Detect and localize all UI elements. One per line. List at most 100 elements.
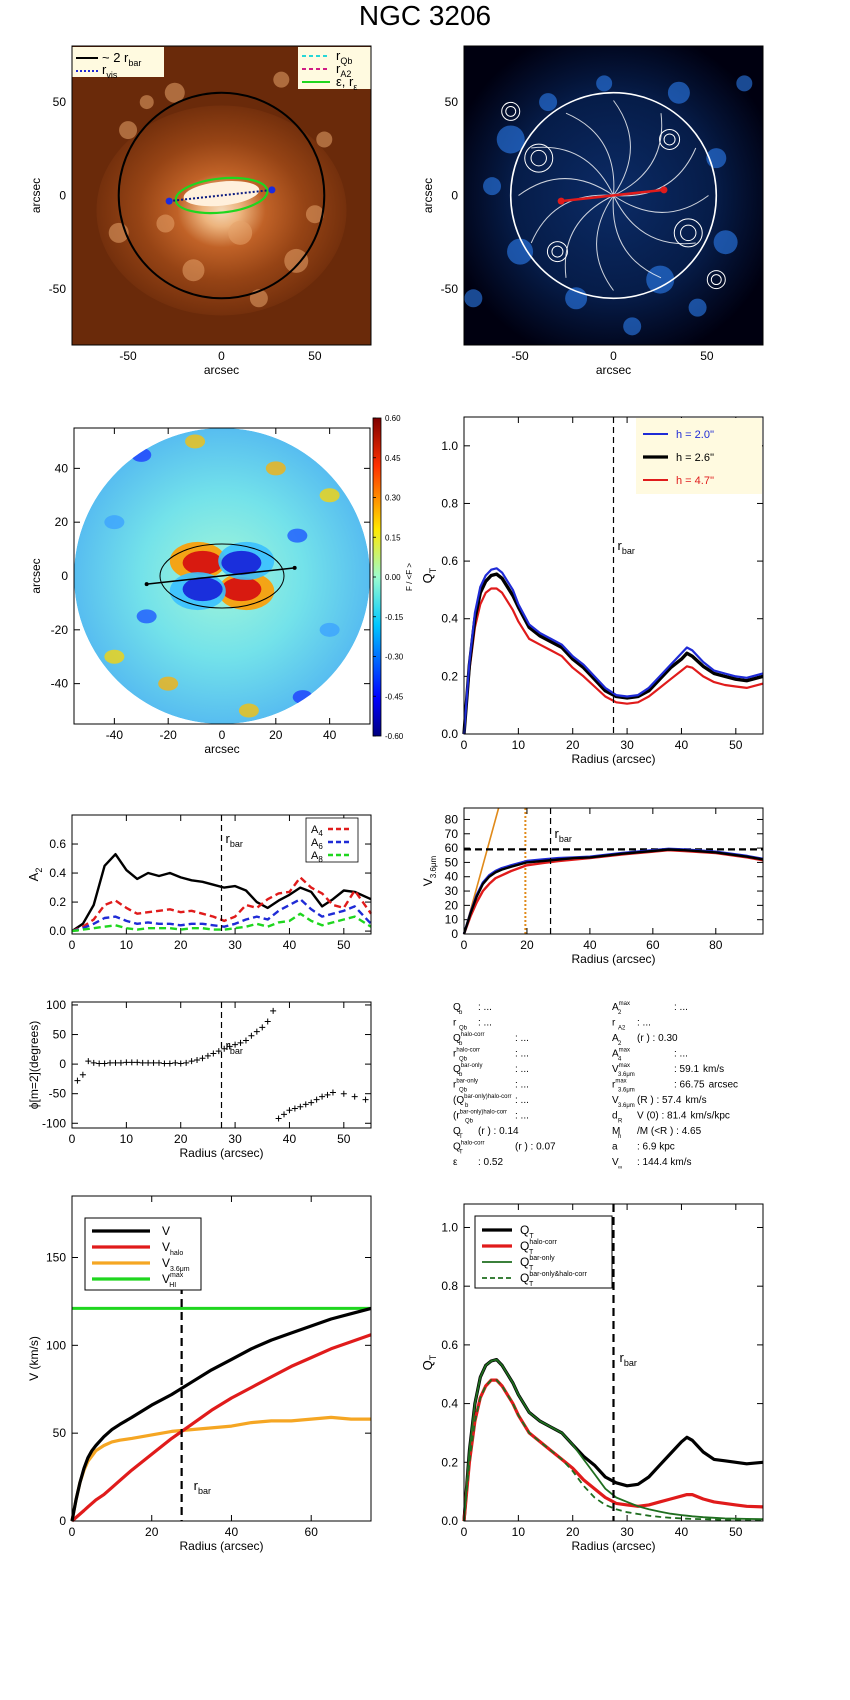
- phase-point: [188, 1058, 195, 1065]
- y-tick-label: -20: [51, 623, 69, 637]
- param-sub: Qb: [459, 1088, 468, 1094]
- axes-frame: [463, 807, 764, 935]
- y-tick-label: -100: [42, 1116, 66, 1130]
- param-value: (r ) : 0.07: [515, 1142, 556, 1153]
- legend-sub: HI: [169, 1282, 176, 1289]
- x-tick-label: 0: [218, 349, 225, 363]
- y-tick-label: 0.0: [441, 1514, 458, 1528]
- y-tick-label: 0: [451, 927, 458, 941]
- param-row: ε: 0.52: [453, 1157, 503, 1168]
- rbar-subscript: bar: [624, 1358, 637, 1368]
- legend-sub: Qb: [340, 56, 352, 66]
- param-row: r Qb: ...: [453, 1018, 492, 1032]
- legend-label: h = 2.6'': [676, 452, 714, 464]
- legend-sub: 6: [318, 842, 323, 851]
- y-tick-label: -50: [49, 1087, 67, 1101]
- series-line-2: [462, 567, 764, 735]
- rbar-subscript: bar: [230, 1046, 243, 1056]
- param-row: a: 6.9 kpc: [612, 1142, 675, 1153]
- force-contour: [613, 100, 631, 196]
- param-symbol: A: [612, 1049, 619, 1060]
- phase-point: [85, 1058, 92, 1065]
- force-contour: [530, 149, 547, 167]
- y-tick-label: 70: [445, 827, 459, 841]
- phase-point: [150, 1059, 157, 1066]
- param-row: rmax 3.6μm: 66.75 arcsec: [612, 1079, 738, 1094]
- param-row: V3.6μm (R ) : 57.4 km/s: [612, 1095, 707, 1109]
- x-tick-label: 20: [145, 1525, 159, 1539]
- y-tick-label: 0.2: [49, 895, 66, 909]
- x-tick-label: 60: [305, 1525, 319, 1539]
- x-tick-label: 50: [700, 349, 714, 363]
- phase-point: [123, 1059, 130, 1066]
- param-sub: R: [618, 1119, 623, 1125]
- param-value: : ...: [515, 1049, 529, 1060]
- colorbar-tick-label: 0.00: [385, 573, 401, 582]
- phase-point: [107, 1059, 114, 1066]
- legend-sub: bar: [128, 58, 141, 68]
- x-axis-label: Radius (arcsec): [571, 952, 655, 966]
- y-axis-label: V3.6μm: [421, 855, 438, 886]
- param-sup: max: [619, 1048, 630, 1054]
- x-tick-label: 20: [566, 1525, 580, 1539]
- x-tick-label: 10: [120, 1132, 134, 1146]
- param-value: (R ) : 57.4: [637, 1095, 682, 1106]
- axes-frame: [463, 1203, 764, 1522]
- x-tick-label: 40: [675, 1525, 689, 1539]
- param-sub: T: [459, 1150, 463, 1156]
- bright-knot: [139, 95, 154, 110]
- param-symbol: V: [612, 1157, 619, 1168]
- y-tick-label: 0: [61, 569, 68, 583]
- y-tick-label: 1.0: [441, 1220, 458, 1234]
- series-line-1: [70, 1333, 372, 1523]
- param-value: : ...: [515, 1033, 529, 1044]
- map-spot: [238, 703, 259, 718]
- emission-region: [623, 317, 642, 336]
- series-line-0: [462, 849, 764, 935]
- param-sub: 3.6μm: [618, 1072, 635, 1078]
- series-line-0: [71, 853, 372, 933]
- y-tick-label: 50: [53, 95, 67, 109]
- x-tick-label: 0: [69, 1132, 76, 1146]
- x-axis-label: Radius (arcsec): [179, 1146, 263, 1160]
- x-tick-label: 40: [323, 728, 337, 742]
- x-tick-label: 20: [269, 728, 283, 742]
- map-spot: [265, 461, 286, 476]
- param-unit: km/s: [685, 1095, 706, 1106]
- map-spot: [185, 434, 206, 449]
- legend-sup: max: [170, 1272, 184, 1279]
- emission-region: [688, 298, 707, 317]
- y-tick-label: 0.4: [49, 866, 66, 880]
- x-axis-label: arcsec: [204, 363, 239, 377]
- force-contour: [613, 147, 697, 197]
- rbar-subscript: bar: [198, 1486, 211, 1496]
- rbar-label: rbar: [618, 538, 635, 556]
- param-row: QT (r ) : 0.14: [453, 1126, 519, 1140]
- phase-point: [139, 1059, 146, 1066]
- emission-region: [496, 125, 525, 154]
- param-sub: h: [618, 1134, 621, 1140]
- x-tick-label: 50: [337, 938, 351, 952]
- y-tick-label: -50: [441, 282, 459, 296]
- force-contour: [612, 195, 662, 279]
- param-symbol: r: [453, 1080, 457, 1091]
- phase-point: [117, 1059, 124, 1066]
- phase-point: [215, 1048, 222, 1055]
- y-tick-label: 0: [59, 1514, 66, 1528]
- x-tick-label: 30: [620, 738, 634, 752]
- bar-end-marker: [557, 197, 565, 205]
- colorbar-tick-label: -0.45: [385, 692, 404, 701]
- map-lobe: [182, 550, 223, 575]
- phase-point: [270, 1007, 277, 1014]
- map-spot: [104, 649, 125, 664]
- param-sup: max: [619, 1001, 630, 1007]
- emission-region: [646, 265, 675, 294]
- map-spot: [136, 609, 157, 624]
- blue-galaxy-image: [464, 46, 763, 345]
- force-contour: [613, 195, 709, 213]
- param-symbol: V: [612, 1064, 619, 1075]
- legend-sub: T: [529, 1265, 534, 1272]
- x-tick-label: 40: [225, 1525, 239, 1539]
- param-sub: Qb: [465, 1119, 474, 1125]
